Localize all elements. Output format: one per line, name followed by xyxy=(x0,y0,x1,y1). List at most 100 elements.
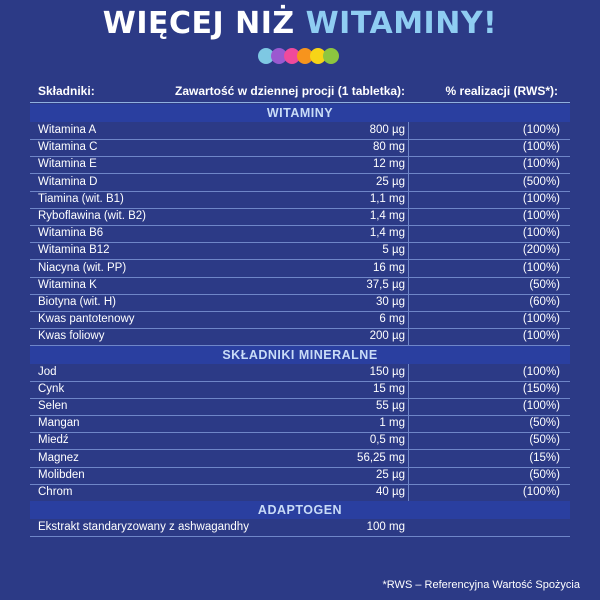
ingredient-name: Ekstrakt standaryzowany z ashwagandhy xyxy=(38,521,249,534)
ingredient-percent: (100%) xyxy=(522,400,560,412)
table-row: Witamina B6 1,4 mg (100%) xyxy=(30,225,570,244)
header-percent: % realizacji (RWS*): xyxy=(445,84,558,98)
table-row: Kwas foliowy 200 µg (100%) xyxy=(30,328,570,347)
table-row: Witamina E 12 mg (100%) xyxy=(30,156,570,175)
ingredient-percent: (100%) xyxy=(522,261,560,274)
ingredient-percent: (50%) xyxy=(529,278,560,291)
ingredient-percent: (50%) xyxy=(529,417,560,430)
table-row: Witamina A 800 µg (100%) xyxy=(30,122,570,140)
ingredient-name: Ryboflawina (wit. B2) xyxy=(38,210,147,222)
column-divider xyxy=(408,328,409,346)
ingredient-amount: 150 µg xyxy=(369,365,405,378)
ingredient-percent: (100%) xyxy=(522,141,560,154)
ingredient-name: Biotyna (wit. H) xyxy=(38,296,116,308)
ingredient-amount: 800 µg xyxy=(369,124,405,136)
ingredient-name: Tiamina (wit. B1) xyxy=(38,192,124,205)
ingredient-name: Witamina D xyxy=(38,175,98,188)
ingredient-amount: 25 µg xyxy=(375,175,405,188)
column-divider xyxy=(408,276,409,294)
ingredient-amount: 12 mg xyxy=(373,158,405,171)
ingredient-percent: (50%) xyxy=(529,434,560,447)
table-header: Składniki: Zawartość w dziennej procji (… xyxy=(30,80,570,103)
ingredient-amount: 55 µg xyxy=(375,400,405,412)
column-divider xyxy=(408,173,409,191)
ingredient-name: Witamina E xyxy=(38,158,97,171)
ingredient-amount: 200 µg xyxy=(369,330,405,343)
ingredient-name: Kwas foliowy xyxy=(38,330,105,343)
column-divider xyxy=(408,294,409,311)
table-row: Jod 150 µg (100%) xyxy=(30,363,570,382)
ingredient-percent: (100%) xyxy=(522,365,560,378)
ingredient-percent: (100%) xyxy=(522,486,560,498)
ingredient-percent: (50%) xyxy=(529,468,560,481)
ingredient-percent: (100%) xyxy=(522,330,560,343)
column-divider xyxy=(408,208,409,225)
ingredient-percent: (100%) xyxy=(522,313,560,326)
column-divider xyxy=(408,311,409,329)
column-divider xyxy=(408,156,409,174)
ingredient-amount: 40 µg xyxy=(375,486,405,498)
table-row: Selen 55 µg (100%) xyxy=(30,398,570,416)
column-divider xyxy=(408,484,409,501)
column-divider xyxy=(408,122,409,139)
color-dot xyxy=(297,48,313,64)
ingredient-percent: (15%) xyxy=(529,451,560,464)
table-row: Biotyna (wit. H) 30 µg (60%) xyxy=(30,294,570,312)
table-row: Tiamina (wit. B1) 1,1 mg (100%) xyxy=(30,190,570,209)
table-row: Witamina B12 5 µg (200%) xyxy=(30,242,570,261)
ingredient-name: Niacyna (wit. PP) xyxy=(38,261,127,274)
column-divider xyxy=(408,139,409,157)
table-row: Witamina C 80 mg (100%) xyxy=(30,139,570,158)
column-divider xyxy=(408,398,409,415)
table-row: Chrom 40 µg (100%) xyxy=(30,484,570,502)
ingredient-name: Magnez xyxy=(38,451,79,464)
ingredient-amount: 5 µg xyxy=(382,244,405,257)
table-row: Cynk 15 mg (150%) xyxy=(30,380,570,399)
table-row: Miedź 0,5 mg (50%) xyxy=(30,432,570,451)
color-dots xyxy=(258,48,342,64)
column-divider xyxy=(408,466,409,484)
header-amount: Zawartość w dziennej procji (1 tabletka)… xyxy=(175,84,406,98)
ingredient-name: Miedź xyxy=(38,434,69,447)
ingredient-name: Chrom xyxy=(38,486,73,498)
ingredient-amount: 0,5 mg xyxy=(369,434,405,447)
table-row: Witamina D 25 µg (500%) xyxy=(30,173,570,192)
table-row: Ryboflawina (wit. B2) 1,4 mg (100%) xyxy=(30,208,570,226)
ingredient-amount: 30 µg xyxy=(375,296,405,308)
section-heading-adaptogen: ADAPTOGEN xyxy=(30,501,570,520)
column-divider xyxy=(408,225,409,243)
footnote: *RWS – Referencyjna Wartość Spożycia xyxy=(382,579,580,591)
ingredient-amount: 56,25 mg xyxy=(357,451,405,464)
ingredient-name: Witamina A xyxy=(38,124,97,136)
table-row: Niacyna (wit. PP) 16 mg (100%) xyxy=(30,259,570,278)
table-row: Magnez 56,25 mg (15%) xyxy=(30,449,570,468)
ingredient-percent: (200%) xyxy=(522,244,560,257)
ingredient-name: Cynk xyxy=(38,382,65,395)
ingredient-amount: 6 mg xyxy=(379,313,405,326)
column-divider xyxy=(408,259,409,277)
ingredient-name: Kwas pantotenowy xyxy=(38,313,135,326)
ingredient-amount: 1 mg xyxy=(379,417,405,430)
ingredient-percent: (100%) xyxy=(522,124,560,136)
ingredient-percent: (150%) xyxy=(522,382,560,395)
ingredient-name: Witamina B6 xyxy=(38,227,104,240)
ingredient-percent: (100%) xyxy=(522,158,560,171)
color-dot xyxy=(284,48,300,64)
table-row: Molibden 25 µg (50%) xyxy=(30,466,570,485)
color-dot xyxy=(310,48,326,64)
ingredient-amount: 80 mg xyxy=(373,141,405,154)
ingredient-name: Witamina C xyxy=(38,141,98,154)
column-divider xyxy=(408,363,409,381)
ingredient-percent: (60%) xyxy=(529,296,560,308)
table-row: Witamina K 37,5 µg (50%) xyxy=(30,276,570,295)
column-divider xyxy=(408,415,409,433)
column-divider xyxy=(408,242,409,260)
ingredient-amount: 37,5 µg xyxy=(366,278,405,291)
section-heading-vitamins: WITAMINY xyxy=(30,104,570,122)
column-divider xyxy=(408,190,409,208)
ingredient-percent: (500%) xyxy=(522,175,560,188)
ingredient-amount: 15 mg xyxy=(373,382,405,395)
page-title: WIĘCEJ NIŻ WITAMINY! xyxy=(0,6,600,41)
ingredient-name: Mangan xyxy=(38,417,80,430)
ingredient-name: Witamina K xyxy=(38,278,97,291)
